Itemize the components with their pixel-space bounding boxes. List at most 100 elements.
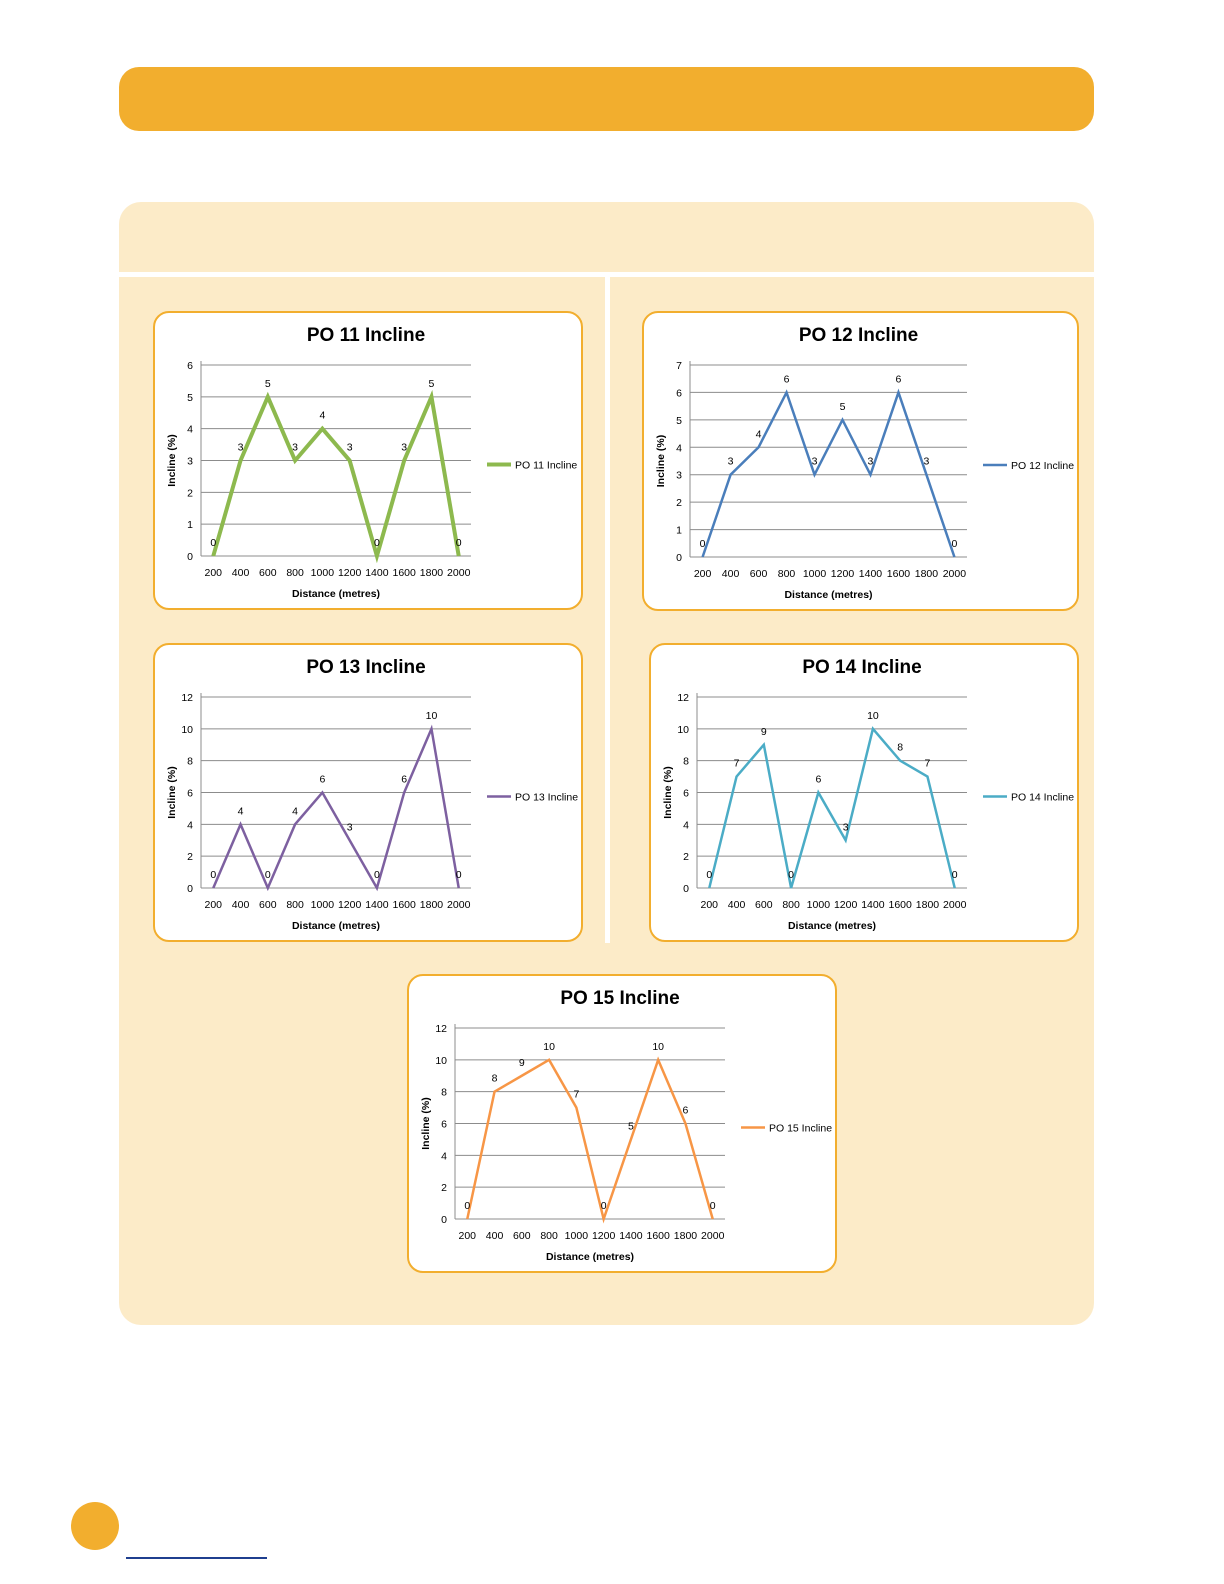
chart-card-po12: PO 12 Incline 0 1 2 3 4 5 6 7 200 400 600 800 1000 120… bbox=[642, 311, 1079, 611]
y-tick-label: 2 bbox=[441, 1182, 447, 1194]
series-line bbox=[211, 389, 461, 564]
data-label: 6 bbox=[319, 774, 325, 786]
x-tick-label: 2000 bbox=[943, 899, 967, 911]
x-tick-label: 200 bbox=[205, 567, 223, 579]
x-tick-label: 2000 bbox=[701, 1230, 725, 1242]
chart-title: PO 14 Incline bbox=[802, 657, 921, 678]
y-tick-label: 2 bbox=[187, 487, 193, 499]
x-tick-label: 1200 bbox=[592, 1230, 616, 1242]
x-tick-label: 800 bbox=[286, 899, 304, 911]
x-tick-label: 1800 bbox=[420, 567, 444, 579]
chart-card-po15: PO 15 Incline 0 2 4 6 8 10 12 200 400 600 800 1000 12… bbox=[407, 974, 837, 1273]
page-number-marker bbox=[71, 1502, 119, 1550]
x-tick-label: 2000 bbox=[447, 899, 471, 911]
legend-label: PO 13 Incline bbox=[515, 792, 578, 804]
y-tick-label: 0 bbox=[187, 551, 193, 563]
x-tick-label: 1400 bbox=[365, 899, 389, 911]
x-tick-label: 1600 bbox=[393, 899, 417, 911]
x-tick-label: 600 bbox=[259, 899, 277, 911]
data-label: 6 bbox=[401, 774, 407, 786]
data-label: 0 bbox=[706, 869, 712, 881]
y-tick-label: 12 bbox=[181, 692, 193, 704]
data-label: 0 bbox=[700, 538, 706, 550]
data-label: 0 bbox=[456, 869, 462, 881]
data-label: 10 bbox=[867, 710, 879, 722]
data-label: 5 bbox=[429, 378, 435, 390]
x-tick-label: 800 bbox=[286, 567, 304, 579]
x-tick-label: 1200 bbox=[338, 567, 362, 579]
data-label: 6 bbox=[683, 1105, 689, 1117]
data-label: 0 bbox=[951, 538, 957, 550]
data-label: 5 bbox=[840, 401, 846, 413]
y-tick-label: 6 bbox=[187, 360, 193, 372]
y-tick-label: 3 bbox=[187, 456, 193, 468]
data-label: 10 bbox=[652, 1041, 664, 1053]
x-tick-label: 1800 bbox=[915, 568, 939, 580]
data-label: 6 bbox=[815, 774, 821, 786]
y-tick-label: 0 bbox=[441, 1214, 447, 1226]
data-label: 0 bbox=[952, 869, 958, 881]
x-tick-label: 600 bbox=[513, 1230, 531, 1242]
y-axis-label: Incline (%) bbox=[420, 1097, 432, 1150]
legend-label: PO 12 Incline bbox=[1011, 460, 1074, 472]
y-tick-label: 6 bbox=[683, 788, 689, 800]
x-axis-label: Distance (metres) bbox=[292, 920, 380, 932]
x-tick-label: 1200 bbox=[831, 568, 855, 580]
data-label: 7 bbox=[734, 758, 740, 770]
x-tick-label: 800 bbox=[540, 1230, 558, 1242]
data-label: 8 bbox=[897, 742, 903, 754]
x-tick-label: 200 bbox=[694, 568, 712, 580]
x-tick-label: 400 bbox=[232, 899, 250, 911]
x-tick-label: 1800 bbox=[916, 899, 940, 911]
data-label: 4 bbox=[319, 410, 325, 422]
data-label: 3 bbox=[868, 456, 874, 468]
y-tick-label: 10 bbox=[435, 1055, 447, 1067]
y-tick-label: 12 bbox=[435, 1023, 447, 1035]
legend-label: PO 14 Incline bbox=[1011, 792, 1074, 804]
chart-title: PO 15 Incline bbox=[560, 988, 679, 1009]
y-tick-label: 4 bbox=[187, 424, 193, 436]
y-axis-label: Incline (%) bbox=[662, 766, 674, 819]
x-tick-label: 400 bbox=[232, 567, 250, 579]
data-label: 0 bbox=[265, 869, 271, 881]
legend-label: PO 11 Incline bbox=[515, 460, 577, 472]
x-tick-label: 600 bbox=[755, 899, 773, 911]
y-tick-label: 2 bbox=[676, 497, 682, 509]
x-tick-label: 1400 bbox=[365, 567, 389, 579]
x-axis-label: Distance (metres) bbox=[788, 920, 876, 932]
x-tick-label: 1400 bbox=[859, 568, 883, 580]
data-label: 0 bbox=[374, 537, 380, 549]
y-axis-label: Incline (%) bbox=[655, 435, 667, 488]
y-tick-label: 10 bbox=[181, 724, 193, 736]
data-label: 3 bbox=[292, 442, 298, 454]
data-label: 3 bbox=[238, 442, 244, 454]
y-tick-label: 4 bbox=[683, 819, 689, 831]
chart-card-po14: PO 14 Incline 0 2 4 6 8 10 12 200 400 600 800 1000 12… bbox=[649, 643, 1079, 942]
y-tick-label: 0 bbox=[683, 883, 689, 895]
y-tick-label: 6 bbox=[676, 387, 682, 399]
data-label: 0 bbox=[456, 537, 462, 549]
data-label: 9 bbox=[761, 726, 767, 738]
x-tick-label: 800 bbox=[782, 899, 800, 911]
header-banner bbox=[119, 67, 1094, 131]
data-label: 9 bbox=[519, 1057, 525, 1069]
x-tick-label: 800 bbox=[778, 568, 796, 580]
data-label: 0 bbox=[210, 869, 216, 881]
x-tick-label: 1200 bbox=[834, 899, 858, 911]
data-label: 3 bbox=[728, 456, 734, 468]
chart-title: PO 12 Incline bbox=[799, 325, 918, 346]
x-tick-label: 1000 bbox=[311, 899, 335, 911]
x-axis-label: Distance (metres) bbox=[546, 1251, 634, 1263]
x-tick-label: 1000 bbox=[311, 567, 335, 579]
data-label: 0 bbox=[464, 1200, 470, 1212]
y-tick-label: 6 bbox=[441, 1119, 447, 1131]
footer-rule bbox=[126, 1557, 267, 1559]
data-label: 4 bbox=[756, 428, 762, 440]
y-tick-label: 1 bbox=[187, 519, 193, 531]
data-label: 6 bbox=[896, 373, 902, 385]
y-tick-label: 7 bbox=[676, 360, 682, 372]
data-label: 3 bbox=[843, 821, 849, 833]
x-axis-label: Distance (metres) bbox=[292, 588, 380, 600]
x-tick-label: 2000 bbox=[447, 567, 471, 579]
